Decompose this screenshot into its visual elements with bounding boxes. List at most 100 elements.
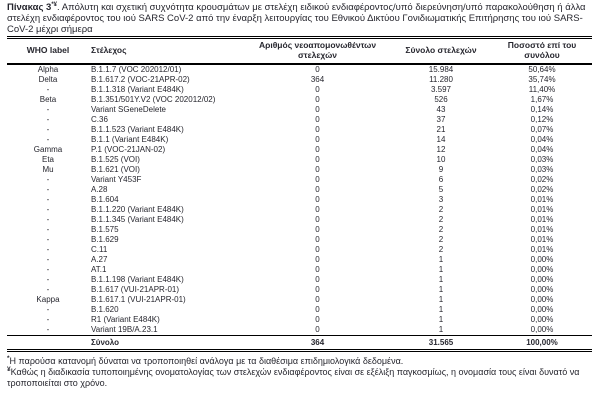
new-isolates-cell: 0 — [315, 114, 320, 124]
total-strains-cell: 1 — [438, 304, 444, 314]
strain-cell: P.1 (VOC-21JAN-02) — [91, 144, 166, 154]
total-strains-cell: 37 — [436, 114, 446, 124]
percentage-cell: 50,64% — [528, 64, 556, 74]
who-label-cell: Gamma — [33, 144, 63, 154]
table-title: Πίνακας 3*¥. Απόλυτη και σχετική συχνότη… — [7, 1, 592, 35]
new-isolates-cell: 0 — [315, 324, 320, 334]
who-label-cell: - — [46, 264, 50, 274]
strain-cell: B.1.621 (VOI) — [91, 164, 140, 174]
table-title-footnote-markers: *¥ — [51, 1, 57, 8]
new-isolates-cell: 0 — [315, 154, 320, 164]
new-isolates-cell: 0 — [315, 264, 320, 274]
new-isolates-cell: 0 — [315, 314, 320, 324]
strain-cell: Variant SGeneDelete — [91, 104, 167, 114]
percentage-cell: 0,00% — [530, 254, 554, 264]
table-row: - B.1.604 0 3 0,01% — [7, 195, 592, 205]
new-isolates-cell: 0 — [315, 284, 320, 294]
total-strains-cell: 5 — [438, 184, 444, 194]
strain-cell: B.1.629 — [91, 234, 119, 244]
table-row: Gamma P.1 (VOC-21JAN-02) 0 12 0,04% — [7, 145, 592, 155]
new-isolates-cell: 0 — [315, 194, 320, 204]
who-label-cell: - — [46, 254, 50, 264]
who-label-cell: - — [46, 244, 50, 254]
strain-cell: B.1.351/501Y.V2 (VOC 202012/02) — [91, 94, 216, 104]
table-row: Eta B.1.525 (VOI) 0 10 0,03% — [7, 155, 592, 165]
percentage-cell: 0,01% — [530, 244, 554, 254]
who-label-cell: - — [46, 114, 50, 124]
new-isolates-cell: 0 — [315, 234, 320, 244]
new-isolates-cell: 0 — [315, 104, 320, 114]
percentage-cell: 0,00% — [530, 274, 554, 284]
new-isolates-cell: 0 — [315, 214, 320, 224]
percentage-cell: 0,00% — [530, 304, 554, 314]
total-strains-cell: 2 — [438, 214, 444, 224]
new-isolates-cell: 0 — [315, 84, 320, 94]
total-label-cell: Σύνολο — [91, 337, 120, 347]
new-isolates-cell: 0 — [315, 254, 320, 264]
total-strains-cell: 1 — [438, 314, 444, 324]
who-label-cell: Delta — [38, 74, 58, 84]
table-row: - B.1.575 0 2 0,01% — [7, 225, 592, 235]
footnote-2: ¥Καθώς η διαδικασία τυποποιημένης ονοματ… — [7, 366, 592, 389]
who-label-cell: - — [46, 134, 50, 144]
new-isolates-cell: 0 — [315, 184, 320, 194]
strain-cell: B.1.1.523 (Variant E484K) — [91, 124, 184, 134]
who-label-cell: - — [46, 314, 50, 324]
new-isolates-cell: 0 — [315, 204, 320, 214]
total-row: Σύνολο 364 31.565 100,00% — [7, 335, 592, 350]
footnote-2-text: Καθώς η διαδικασία τυποποιημένης ονοματο… — [7, 367, 580, 389]
table-row: Alpha B.1.1.7 (VOC 202012/01) 0 15.984 50,64… — [7, 64, 592, 75]
strain-cell: B.1.1 (Variant E484K) — [91, 134, 169, 144]
total-strains-cell: 2 — [438, 204, 444, 214]
strain-cell: B.1.1.220 (Variant E484K) — [91, 204, 184, 214]
table-row: - B.1.1.198 (Variant E484K) 0 1 0,00% — [7, 275, 592, 285]
total-who-label-cell — [7, 335, 89, 350]
table-row: - R1 (Variant E484K) 0 1 0,00% — [7, 315, 592, 325]
total-strains-cell: 1 — [438, 284, 444, 294]
table-row: Kappa B.1.617.1 (VUI-21APR-01) 0 1 0,00% — [7, 295, 592, 305]
table-title-text: . Απόλυτη και σχετική συχνότητα κρουσμάτ… — [7, 2, 586, 35]
new-isolates-cell: 0 — [315, 304, 320, 314]
percentage-cell: 0,12% — [530, 114, 554, 124]
who-label-cell: - — [46, 274, 50, 284]
who-label-cell: - — [46, 224, 50, 234]
strain-cell: B.1.1.7 (VOC 202012/01) — [91, 64, 182, 74]
total-strains-cell: 9 — [438, 164, 444, 174]
percentage-cell: 0,01% — [530, 224, 554, 234]
header-who-label: WHO label — [26, 45, 70, 56]
table-row: - B.1.1.523 (Variant E484K) 0 21 0,07% — [7, 125, 592, 135]
table-row: Delta B.1.617.2 (VOC-21APR-02) 364 11.280 35… — [7, 75, 592, 85]
table-row: - B.1.620 0 1 0,00% — [7, 305, 592, 315]
footnote-1-marker: * — [7, 354, 10, 362]
who-label-cell: - — [46, 304, 50, 314]
percentage-cell: 0,00% — [530, 314, 554, 324]
total-strains-cell: 1 — [438, 264, 444, 274]
total-strains-cell: 10 — [436, 154, 446, 164]
table-row: - Variant Y453F 0 6 0,02% — [7, 175, 592, 185]
strain-cell: C.11 — [91, 244, 108, 254]
total-strains-cell: 31.565 — [428, 337, 454, 347]
strain-cell: B.1.525 (VOI) — [91, 154, 140, 164]
who-label-cell: - — [46, 234, 50, 244]
new-isolates-cell: 0 — [315, 164, 320, 174]
footnotes: *Η παρούσα κατανομή δύναται να τροποποιη… — [7, 354, 592, 390]
variants-table: WHO label Στέλεχος Αριθμός νεοαπομονωθέν… — [7, 36, 592, 352]
who-label-cell: - — [46, 324, 50, 334]
who-label-cell: - — [46, 184, 50, 194]
table-row: - B.1.1 (Variant E484K) 0 14 0,04% — [7, 135, 592, 145]
percentage-cell: 0,03% — [530, 154, 554, 164]
total-strains-cell: 1 — [438, 324, 444, 334]
strain-cell: B.1.617 (VUI-21APR-01) — [91, 284, 180, 294]
strain-cell: B.1.620 — [91, 304, 119, 314]
table-row: - B.1.629 0 2 0,01% — [7, 235, 592, 245]
table-row: - Variant SGeneDelete 0 43 0,14% — [7, 105, 592, 115]
header-percentage: Ποσοστό επί του συνόλου — [507, 40, 577, 61]
percentage-cell: 0,01% — [530, 234, 554, 244]
total-strains-cell: 2 — [438, 234, 444, 244]
who-label-cell: - — [46, 104, 50, 114]
table-row: - C.11 0 2 0,01% — [7, 245, 592, 255]
strain-cell: A.27 — [91, 254, 108, 264]
new-isolates-cell: 0 — [315, 294, 320, 304]
percentage-cell: 0,00% — [530, 264, 554, 274]
